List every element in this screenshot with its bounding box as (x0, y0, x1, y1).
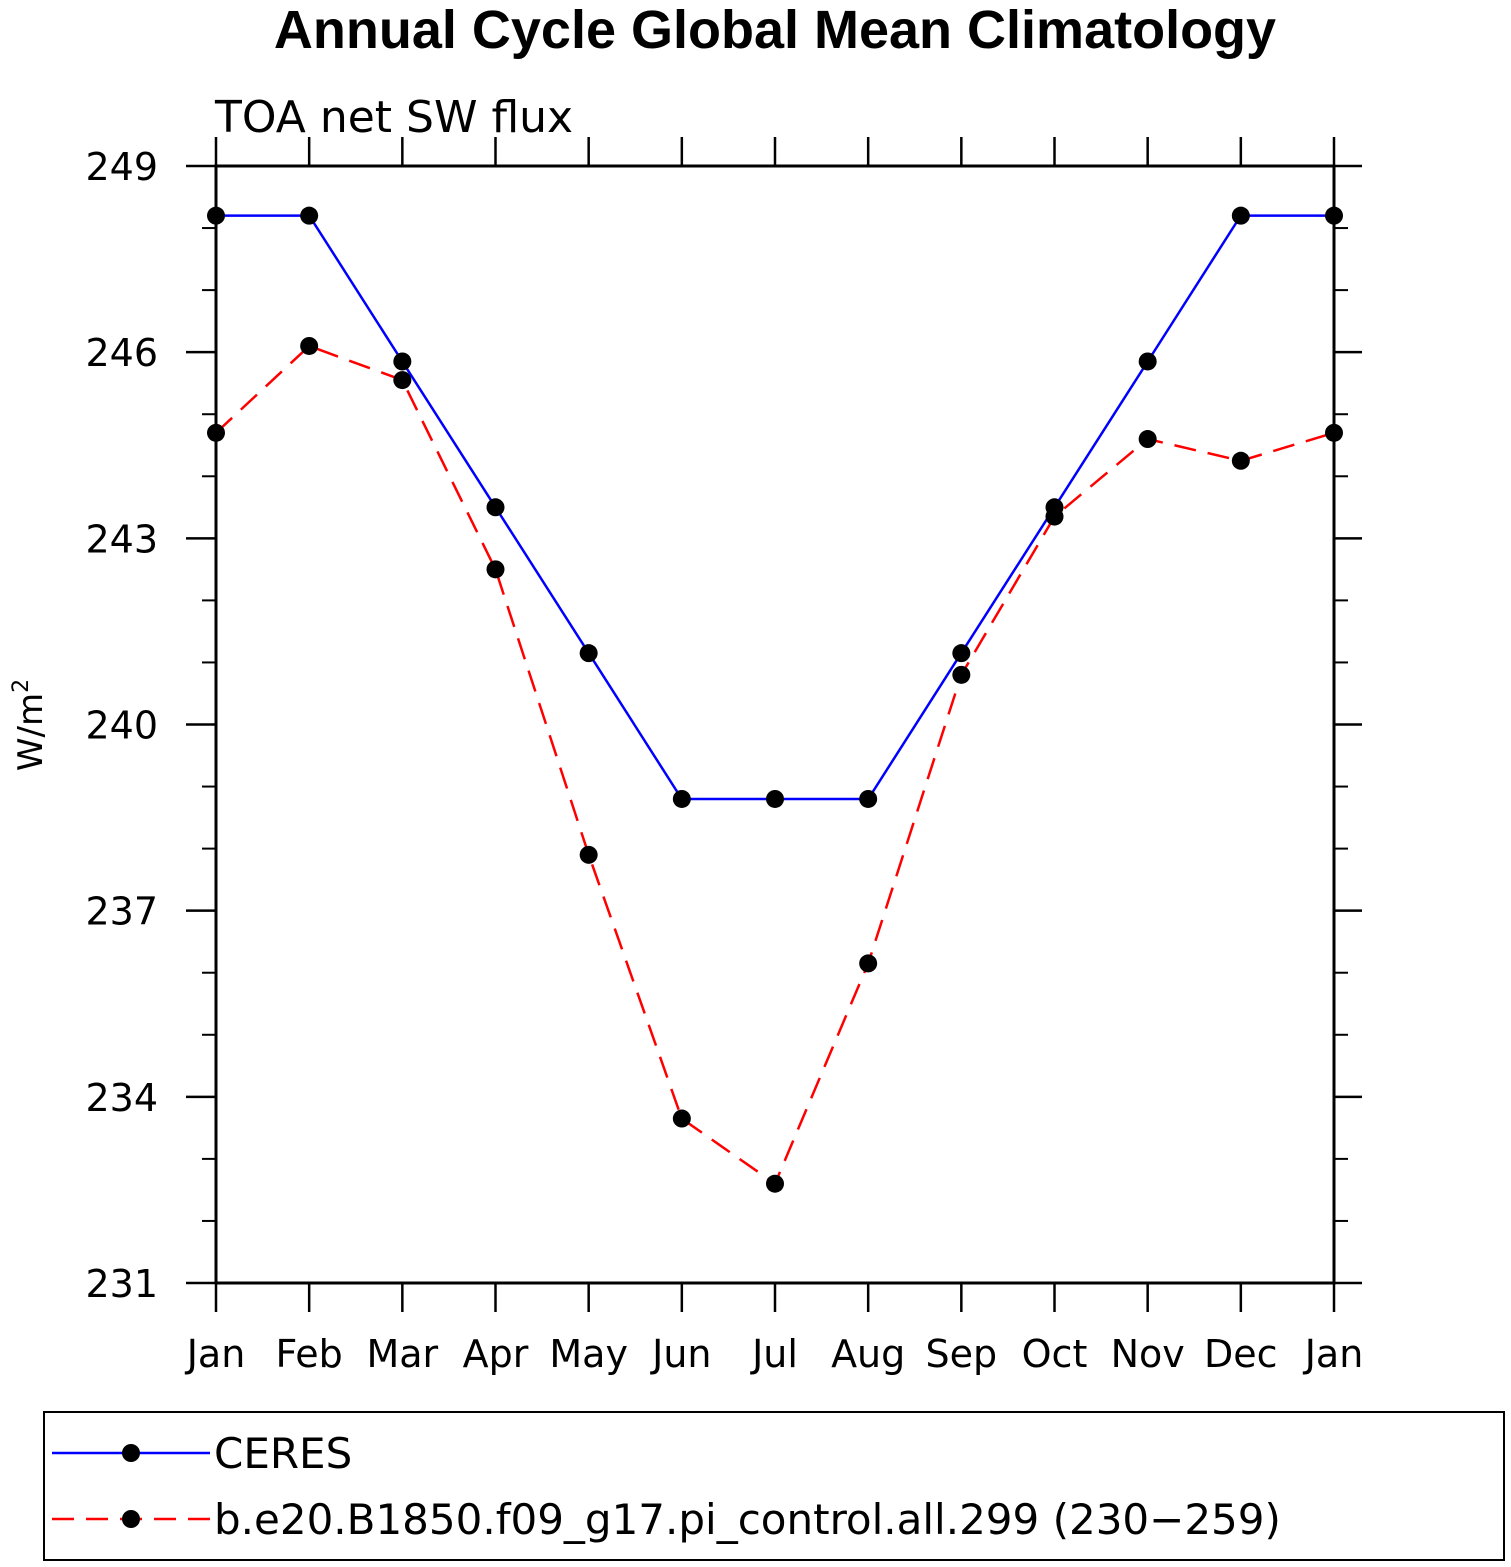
series-1-point (672, 1109, 691, 1128)
series-1-point (952, 665, 971, 684)
x-tick-label: Mar (366, 1332, 438, 1376)
series-line-1 (215, 344, 1335, 1186)
y-tick-label: 237 (85, 890, 158, 934)
y-axis-label-text: W/m (11, 693, 51, 771)
series-0-point (672, 789, 691, 808)
x-tick-label: Apr (463, 1332, 529, 1376)
series-1-point (859, 954, 878, 973)
series-0-point (393, 352, 412, 371)
series-0-point (952, 644, 971, 663)
series-1-point (486, 560, 505, 579)
series-1-point (766, 1174, 784, 1193)
y-tick-label: 249 (85, 145, 158, 189)
series-1-point (1231, 451, 1250, 470)
y-axis-label: W/m2 (9, 679, 51, 771)
series-0-point (579, 644, 598, 663)
x-tick-label: Jan (1303, 1332, 1364, 1376)
y-tick-label: 240 (85, 704, 158, 748)
x-tick-label: Sep (926, 1332, 998, 1376)
series-0-point (766, 789, 784, 808)
series-0-point (300, 206, 319, 225)
series-1-point (300, 336, 319, 355)
series-0-point (1231, 206, 1250, 225)
x-tick-label: Feb (276, 1332, 343, 1376)
legend-ceres-label: CERES (214, 1429, 352, 1478)
series-1-point (1325, 423, 1343, 442)
x-tick-label: Oct (1022, 1332, 1088, 1376)
series-0-point (1325, 206, 1343, 225)
chart-subtitle: TOA net SW flux (214, 92, 573, 143)
x-tick-label: Dec (1204, 1332, 1278, 1376)
series-0-point (207, 206, 225, 225)
x-tick-label: Jul (750, 1332, 798, 1376)
chart-title: Annual Cycle Global Mean Climatology (274, 0, 1276, 60)
axes: 231 234 237 240 243 246 249 Jan Feb Mar Apr May Jun J… (85, 137, 1363, 1376)
x-tick-label: Nov (1111, 1332, 1185, 1376)
x-tick-label: Jun (650, 1332, 711, 1376)
series-layer (207, 206, 1343, 1193)
series-1-point (393, 371, 412, 390)
legend-ceres-marker (122, 1444, 140, 1462)
series-0-point (1138, 352, 1157, 371)
x-tick-label: Jan (185, 1332, 246, 1376)
series-1-point (207, 423, 225, 442)
y-tick-label: 243 (85, 517, 158, 561)
y-tick-label: 234 (85, 1076, 158, 1120)
series-1-point (1045, 507, 1064, 526)
y-tick-label: 231 (85, 1262, 158, 1306)
series-1-point (579, 845, 598, 864)
series-1-point (1138, 430, 1157, 449)
series-line-0 (216, 214, 1334, 801)
y-tick-label: 246 (85, 331, 158, 375)
legend-model-marker (122, 1510, 140, 1528)
series-0-point (859, 789, 878, 808)
x-tick-label: Aug (831, 1332, 905, 1376)
series-0-point (486, 498, 505, 517)
x-tick-label: May (549, 1332, 628, 1376)
y-axis-label-superscript: 2 (9, 679, 34, 693)
legend-box (43, 1411, 1505, 1561)
legend-model-label: b.e20.B1850.f09_g17.pi_control.all.299 (… (214, 1495, 1281, 1544)
legend: CERES b.e20.B1850.f09_g17.pi_control.all… (43, 1411, 1505, 1561)
